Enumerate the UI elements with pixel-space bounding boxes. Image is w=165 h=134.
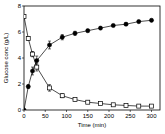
error-bar [86, 29, 89, 32]
y-tick-label: 0 [18, 107, 22, 113]
x-tick [24, 110, 25, 112]
y-tick [22, 6, 24, 7]
x-tick-label: 100 [61, 113, 72, 119]
plot-area [24, 14, 154, 110]
x-tick-label: 150 [83, 113, 94, 119]
x-tick-label: 50 [42, 113, 49, 119]
error-bar [125, 23, 128, 26]
x-tick [87, 110, 88, 112]
marker [124, 22, 128, 26]
marker [73, 31, 77, 35]
error-bar [86, 101, 89, 104]
x-tick-label: 200 [104, 113, 115, 119]
y-tick-label: 4 [18, 55, 22, 61]
marker [73, 98, 77, 102]
y-tick [22, 32, 24, 33]
series-line [24, 16, 152, 106]
error-bar [27, 37, 30, 41]
error-bar [137, 20, 140, 23]
marker [86, 29, 90, 33]
y-tick-label: 2 [18, 81, 22, 87]
marker [98, 26, 102, 30]
error-bar [61, 35, 64, 40]
marker [24, 108, 26, 110]
y-tick [22, 84, 24, 85]
marker [86, 100, 90, 104]
x-axis-label: Time (min) [78, 122, 106, 128]
marker [48, 86, 52, 90]
x-tick [66, 110, 67, 112]
marker [124, 103, 128, 107]
x-tick-label: 300 [146, 113, 157, 119]
marker [137, 104, 141, 108]
error-bar [74, 31, 77, 35]
y-tick [22, 110, 24, 111]
marker [111, 103, 115, 107]
error-bar [31, 52, 34, 57]
series-line [24, 20, 152, 110]
marker [24, 14, 26, 18]
error-bar [112, 24, 115, 27]
error-bar [150, 19, 153, 22]
error-bar [48, 41, 51, 49]
y-tick-label: 6 [18, 29, 22, 35]
marker [31, 52, 35, 56]
y-axis-label: Glucose conc (g/L) [3, 33, 9, 83]
error-bar [74, 98, 77, 101]
x-tick [151, 110, 152, 112]
marker [99, 102, 103, 106]
marker [149, 18, 153, 22]
marker [47, 43, 51, 47]
x-tick-label: 0 [22, 113, 26, 119]
error-bar [61, 94, 64, 98]
marker [60, 94, 64, 98]
marker [30, 69, 34, 73]
marker [26, 37, 30, 41]
error-bar [99, 27, 102, 30]
x-tick [130, 110, 131, 112]
y-tick-label: 8 [18, 3, 22, 9]
marker [35, 65, 39, 69]
error-bar [31, 67, 34, 75]
marker [137, 20, 141, 24]
x-tick [109, 110, 110, 112]
marker [111, 23, 115, 27]
error-bar [24, 15, 26, 18]
x-tick [45, 110, 46, 112]
marker [60, 35, 64, 39]
chart: 0 50 100 150 200 250 300 0 2 4 6 8 Time (min) Glucose… [0, 0, 165, 134]
x-tick-label: 250 [125, 113, 136, 119]
error-bar [27, 85, 30, 89]
y-tick [22, 58, 24, 59]
error-bar [35, 63, 38, 71]
error-bar [48, 85, 51, 92]
marker [150, 104, 154, 108]
frame [24, 6, 160, 110]
marker [26, 85, 30, 89]
